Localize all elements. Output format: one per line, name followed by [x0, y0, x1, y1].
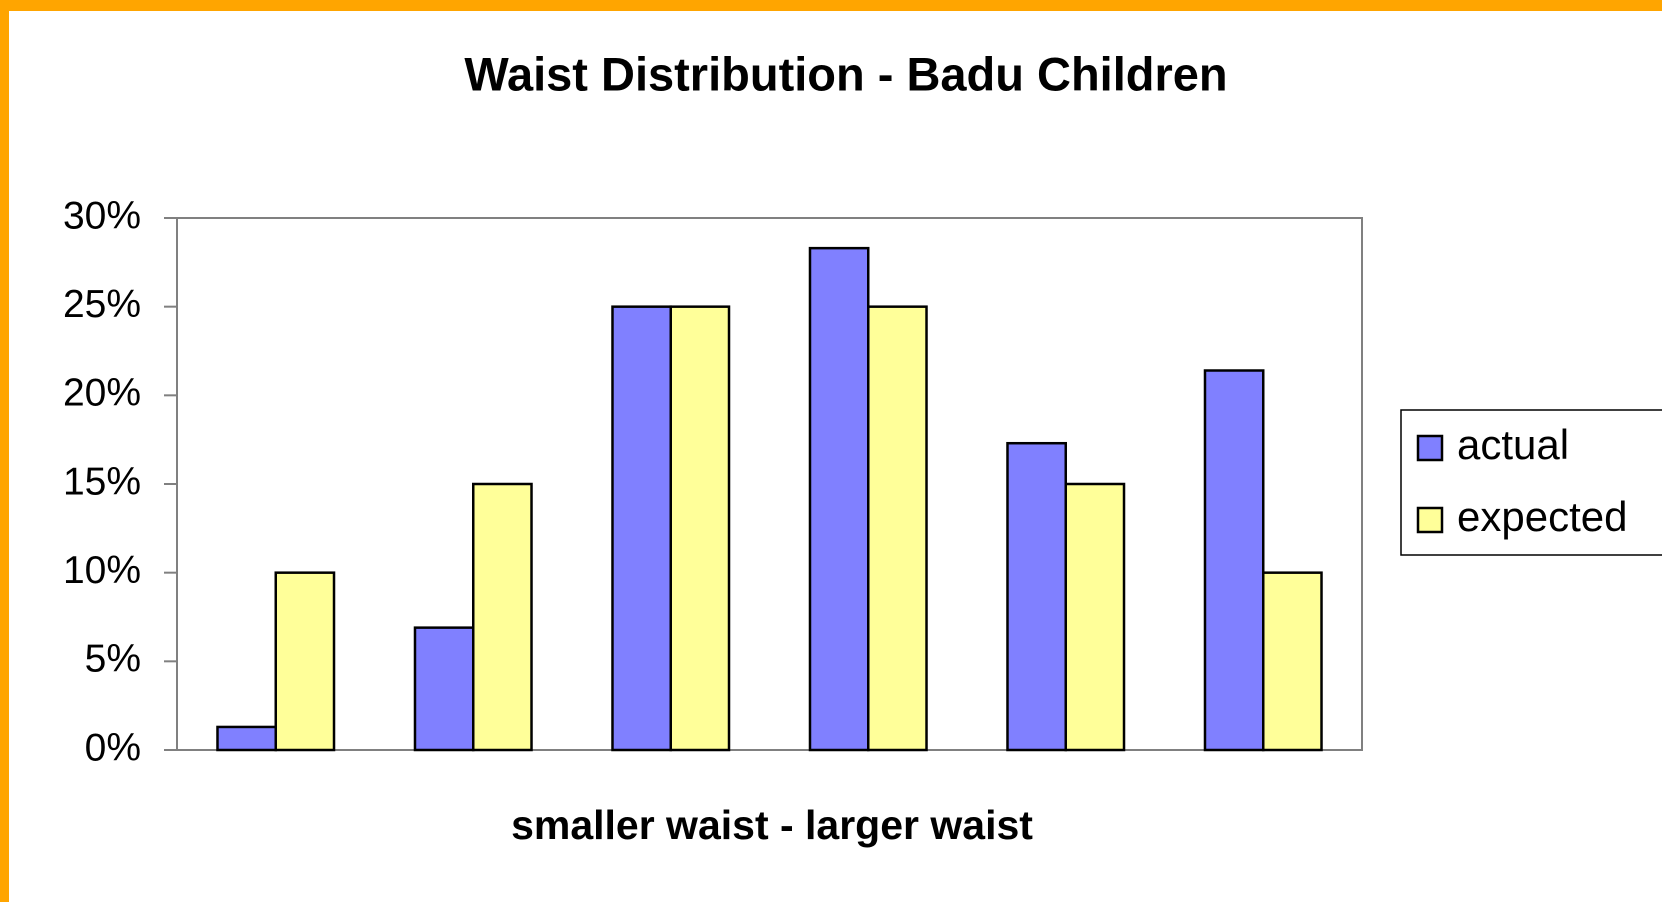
y-tick-label: 5%: [85, 638, 141, 681]
bar: [867, 305, 928, 752]
chart-title: Waist Distribution - Badu Children: [464, 47, 1227, 100]
legend-swatch: [1416, 434, 1444, 462]
bar: [611, 305, 672, 752]
bar: [472, 482, 533, 752]
legend-swatch: [1416, 506, 1444, 534]
bar: [1064, 482, 1126, 752]
y-tick-label: 0%: [85, 726, 141, 769]
y-tick-label: 15%: [63, 460, 141, 503]
bar: [1262, 571, 1323, 752]
y-tick-label: 20%: [63, 372, 141, 415]
bar: [669, 305, 731, 752]
y-tick-label: 25%: [63, 283, 141, 326]
legend: [1400, 409, 1662, 556]
legend-label: actual: [1457, 421, 1569, 468]
bar: [1006, 441, 1067, 752]
bar: [413, 626, 475, 752]
x-axis-label: smaller waist - larger waist: [511, 802, 1033, 848]
y-tick-label: 30%: [63, 194, 141, 237]
y-tick-label: 10%: [63, 549, 141, 592]
bar: [808, 246, 870, 752]
legend-label: expected: [1457, 493, 1627, 540]
bar: [216, 725, 278, 752]
bar: [1203, 369, 1265, 752]
bar: [274, 571, 336, 752]
